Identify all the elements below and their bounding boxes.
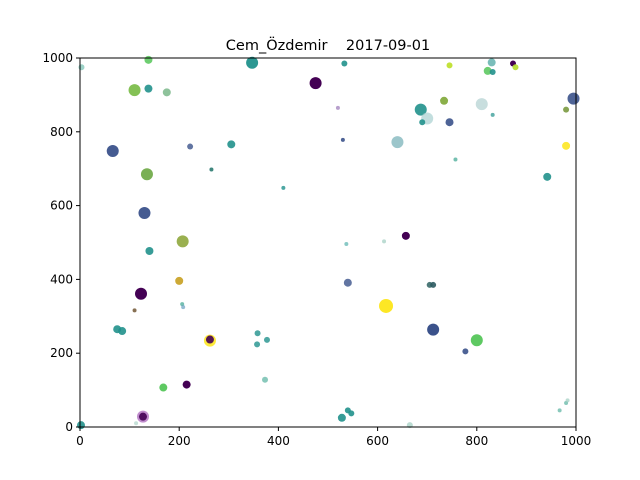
scatter-point — [401, 231, 410, 240]
scatter-point — [106, 144, 119, 157]
scatter-point — [128, 84, 141, 97]
scatter-point — [138, 206, 151, 219]
scatter-point — [132, 308, 137, 313]
scatter-point — [340, 137, 345, 142]
scatter-point — [187, 143, 194, 150]
scatter-point — [445, 118, 454, 127]
scatter-point — [382, 239, 387, 244]
x-tick-label: 800 — [465, 434, 488, 448]
scatter-point — [446, 62, 453, 69]
scatter-point — [427, 323, 440, 336]
scatter-point — [341, 60, 348, 67]
scatter-point — [487, 58, 496, 67]
x-tick-label: 1000 — [561, 434, 592, 448]
scatter-point — [134, 421, 139, 426]
scatter-point — [176, 235, 189, 248]
scatter-point — [462, 348, 469, 355]
scatter-point — [246, 56, 259, 69]
scatter-point — [254, 330, 261, 337]
scatter-point — [453, 157, 458, 162]
y-tick-label: 400 — [50, 272, 73, 286]
scatter-point — [490, 112, 495, 117]
scatter-point — [281, 185, 286, 190]
scatter-point — [563, 106, 570, 113]
scatter-point — [343, 278, 352, 287]
scatter-point — [414, 103, 427, 116]
scatter-point — [263, 336, 270, 343]
x-tick-label: 0 — [76, 434, 84, 448]
scatter-point — [567, 92, 580, 105]
plot-frame — [79, 57, 577, 428]
scatter-point — [562, 141, 571, 150]
scatter-point — [144, 55, 153, 64]
scatter-point — [162, 88, 171, 97]
x-tick-label: 200 — [168, 434, 191, 448]
scatter-point — [475, 98, 488, 111]
scatter-point — [144, 84, 153, 93]
scatter-point — [440, 96, 449, 105]
scatter-point — [512, 64, 519, 71]
scatter-point — [175, 276, 184, 285]
scatter-point — [489, 69, 496, 76]
scatter-point — [76, 421, 85, 430]
scatter-point — [470, 334, 483, 347]
scatter-point — [391, 136, 404, 149]
x-tick-label: 600 — [366, 434, 389, 448]
scatter-point — [335, 105, 340, 110]
y-tick-label: 1000 — [42, 51, 73, 65]
scatter-point — [140, 168, 153, 181]
scatter-point — [483, 66, 492, 75]
scatter-point — [181, 305, 186, 310]
scatter-point — [430, 281, 437, 288]
axes-layer: 0 200 400 600 800 1000 0 200 400 600 800 1000 — [42, 51, 591, 448]
scatter-point — [209, 167, 214, 172]
scatter-point — [379, 298, 394, 313]
scatter-point — [262, 376, 269, 383]
scatter-point — [159, 383, 168, 392]
scatter-point — [138, 412, 147, 421]
scatter-point — [348, 410, 355, 417]
y-tick-label: 600 — [50, 199, 73, 213]
scatter-point — [254, 341, 261, 348]
y-tick-label: 800 — [50, 125, 73, 139]
scatter-point — [337, 413, 346, 422]
scatter-point — [145, 246, 154, 255]
chart-title: Cem_Özdemir 2017-09-01 — [226, 36, 430, 54]
y-tick-label: 0 — [65, 420, 73, 434]
scatter-point — [419, 119, 426, 126]
scatter-point — [565, 398, 570, 403]
x-tick-label: 400 — [267, 434, 290, 448]
scatter-point — [205, 335, 214, 344]
scatter-point — [135, 287, 148, 300]
scatter-point — [227, 140, 236, 149]
y-tick-label: 200 — [50, 346, 73, 360]
scatter-point — [557, 408, 562, 413]
scatter-point — [344, 241, 349, 246]
scatter-point — [78, 64, 85, 71]
scatter-point — [309, 77, 322, 90]
scatter-point — [118, 327, 127, 336]
scatter-point — [182, 380, 191, 389]
scatter-point — [543, 172, 552, 181]
